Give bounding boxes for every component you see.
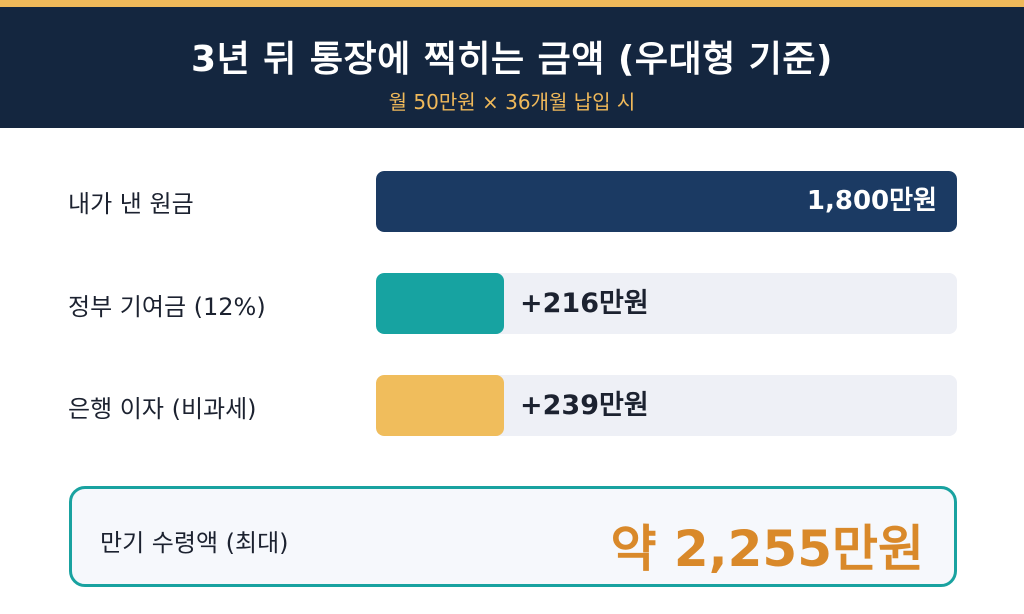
bank-interest-track xyxy=(376,375,957,436)
principal-label: 내가 낸 원금 xyxy=(68,190,194,218)
principal-value-label: 1,800만원 xyxy=(806,186,937,216)
government-contribution-bar xyxy=(376,273,504,334)
bank-interest-label: 은행 이자 (비과세) xyxy=(68,395,257,423)
header-banner xyxy=(0,7,1024,128)
principal-track: 1,800만원 xyxy=(376,171,957,232)
government-contribution-value-label: +216만원 xyxy=(520,288,649,319)
chart-title: 3년 뒤 통장에 찍히는 금액 (우대형 기준) xyxy=(191,39,833,80)
bank-interest-bar xyxy=(376,375,504,436)
maturity-amount-value: 약 2,255만원 xyxy=(610,520,924,578)
chart-subtitle: 월 50만원 × 36개월 납입 시 xyxy=(388,90,636,114)
principal-bar xyxy=(376,171,957,232)
government-contribution-label: 정부 기여금 (12%) xyxy=(68,293,266,321)
top-accent-stripe xyxy=(0,0,1024,7)
maturity-summary-box: 만기 수령액 (최대) 약 2,255만원 xyxy=(69,486,957,587)
government-contribution-track xyxy=(376,273,957,334)
bank-interest-value-label: +239만원 xyxy=(520,390,649,421)
maturity-amount-label: 만기 수령액 (최대) xyxy=(100,529,289,557)
